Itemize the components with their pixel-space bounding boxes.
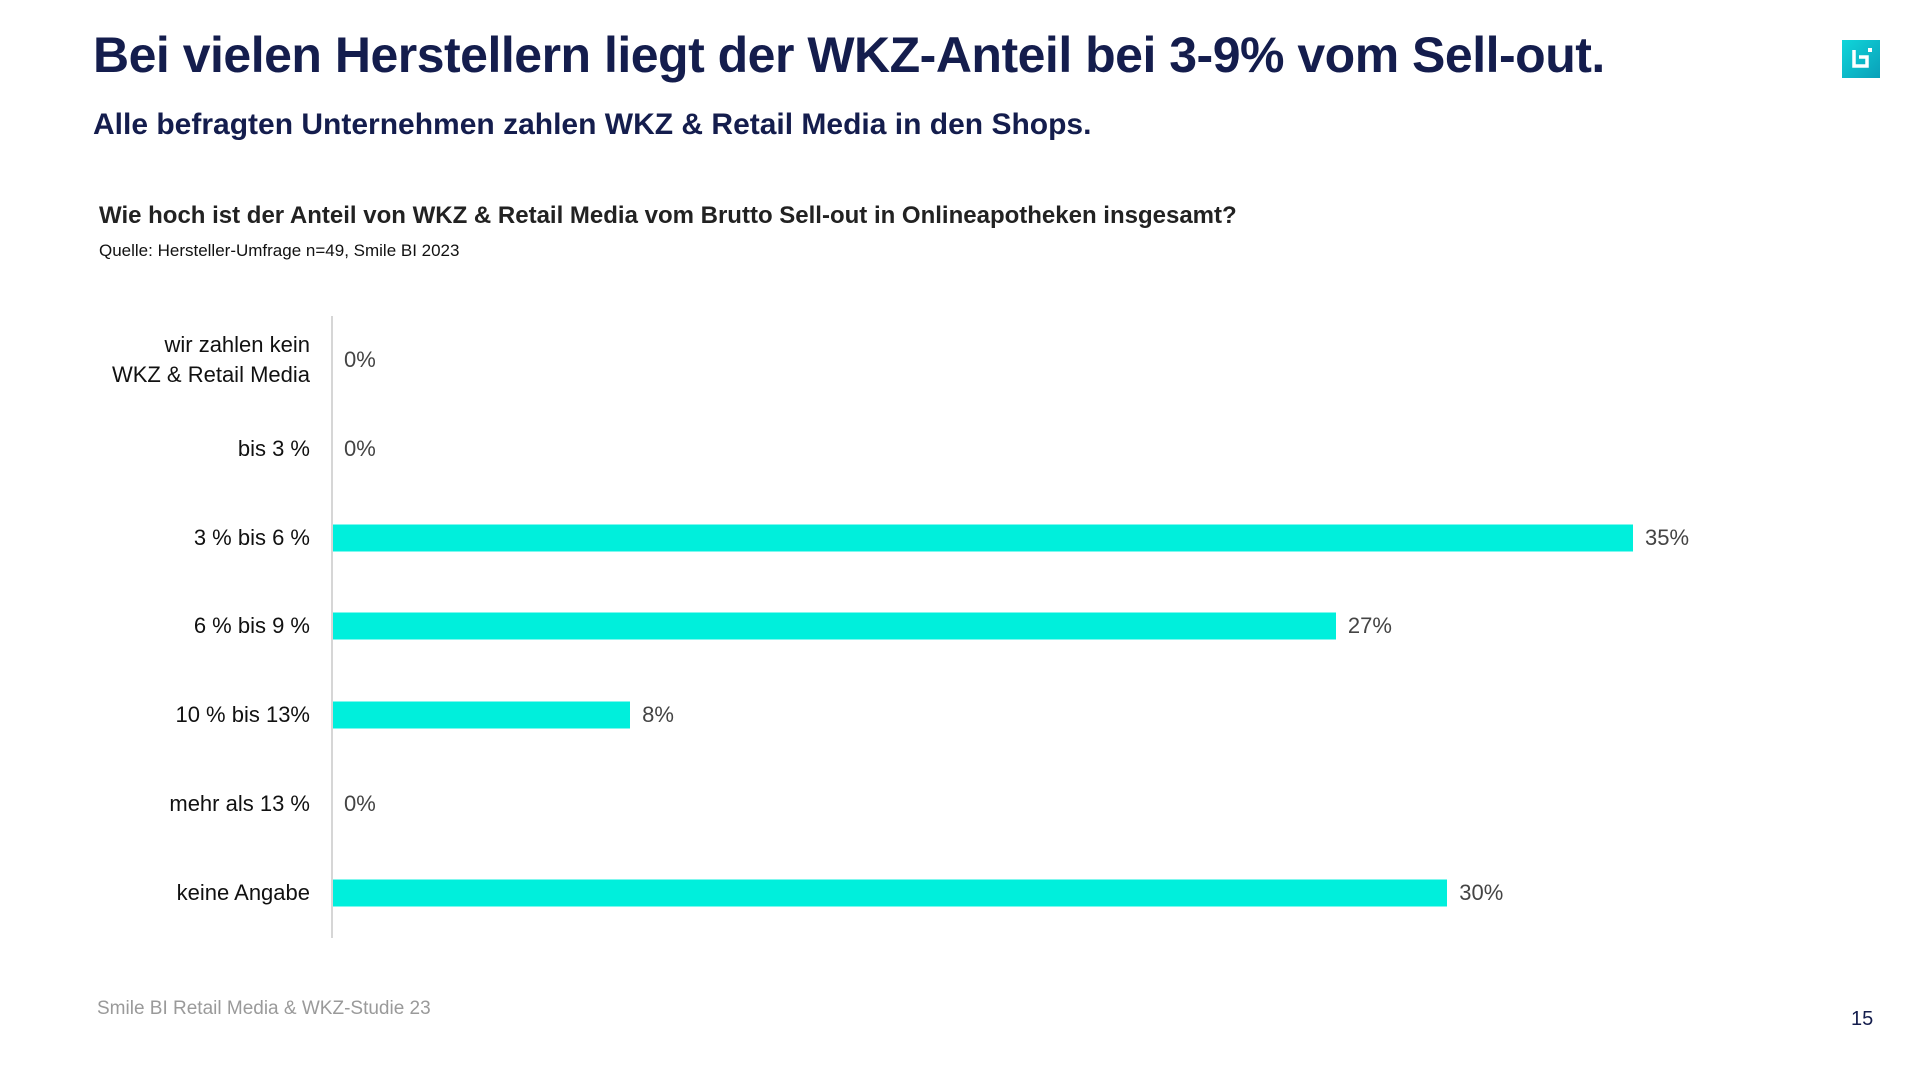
data-label: 27%: [1347, 613, 1392, 639]
data-label: 0%: [344, 435, 376, 461]
category-label: 10 % bis 13%: [175, 702, 310, 728]
category-label: mehr als 13 %: [169, 791, 310, 816]
smile-bi-logo-icon: [1842, 40, 1880, 78]
category-label: wir zahlen kein WKZ & Retail Media: [111, 332, 310, 387]
footer-text: Smile BI Retail Media & WKZ-Studie 23: [97, 998, 431, 1019]
page-title: Bei vielen Herstellern liegt der WKZ-Ant…: [93, 27, 1605, 83]
data-label: 35%: [1645, 524, 1690, 550]
category-label: keine Angabe: [176, 879, 310, 905]
data-label: 0%: [344, 347, 376, 372]
data-label: 8%: [642, 702, 674, 728]
bar: [333, 879, 1448, 907]
data-label: 30%: [1459, 879, 1504, 905]
bar: [333, 612, 1336, 640]
bar: [333, 701, 631, 729]
chart-source: Quelle: Hersteller-Umfrage n=49, Smile B…: [99, 241, 460, 260]
data-label: 0%: [344, 791, 376, 816]
category-label: 6 % bis 9 %: [193, 613, 310, 639]
category-label: 3 % bis 6 %: [193, 524, 310, 550]
category-axis-line: [331, 316, 333, 938]
bar: [333, 524, 1633, 552]
chart-title: Wie hoch ist der Anteil von WKZ & Retail…: [99, 202, 1237, 229]
page-number: 15: [1851, 1008, 1874, 1030]
page-subtitle: Alle befragten Unternehmen zahlen WKZ & …: [93, 108, 1092, 141]
category-label: bis 3 %: [237, 435, 310, 461]
